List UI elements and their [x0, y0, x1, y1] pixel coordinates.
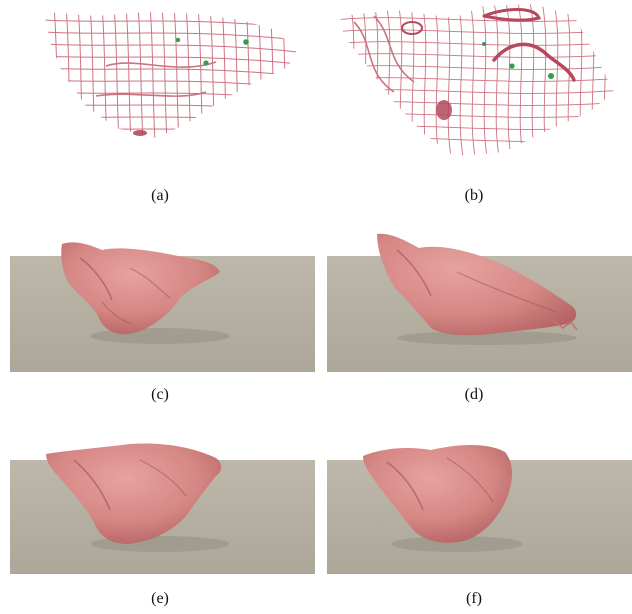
caption-d: (d)	[464, 386, 484, 403]
caption-e: (e)	[151, 590, 169, 607]
caption-b: (b)	[464, 187, 484, 204]
panel-d-render	[327, 232, 632, 372]
caption-f: (f)	[466, 590, 482, 607]
caption-c: (c)	[151, 386, 169, 403]
panel-f-render	[327, 440, 632, 574]
panel-c-render	[10, 238, 315, 372]
caption-a: (a)	[151, 187, 169, 204]
panel-b-wireframe	[334, 2, 624, 162]
panel-e-render	[10, 440, 315, 574]
panel-a-wireframe	[36, 6, 306, 156]
